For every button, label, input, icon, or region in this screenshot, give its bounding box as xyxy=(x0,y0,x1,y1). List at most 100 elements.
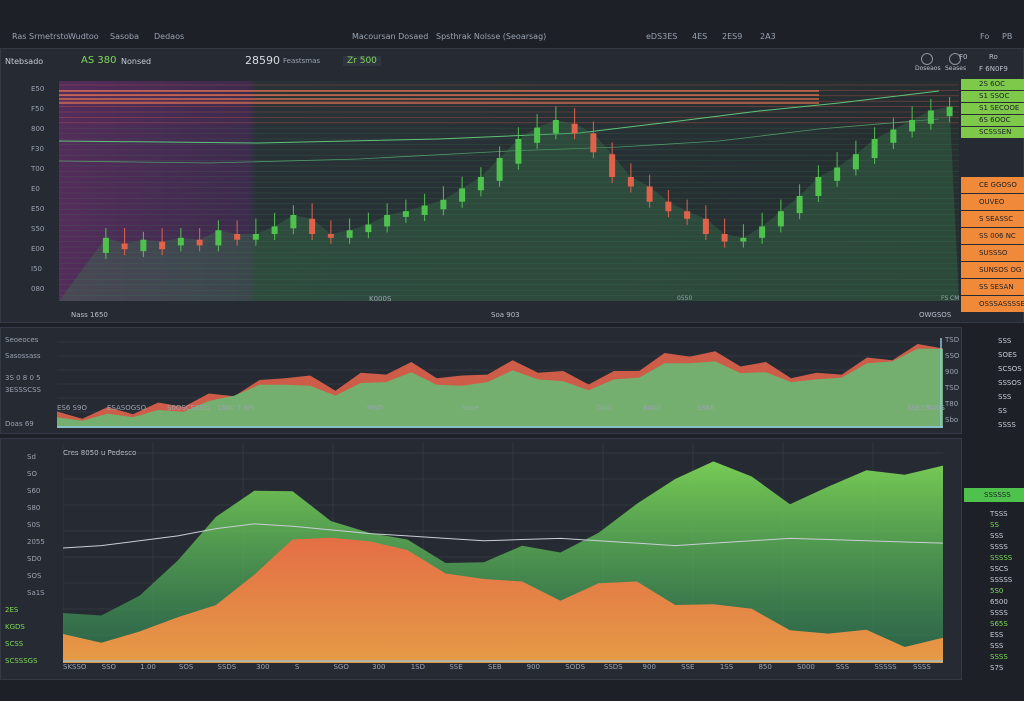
candle[interactable] xyxy=(759,226,766,238)
candle[interactable] xyxy=(402,211,409,217)
button-b[interactable]: Seases xyxy=(945,65,967,72)
candle[interactable] xyxy=(121,243,128,250)
bot-x-label: SOS xyxy=(178,663,194,671)
candle[interactable] xyxy=(890,129,897,143)
candle[interactable] xyxy=(271,226,278,234)
topbar-item[interactable]: Ras Srmetrsto xyxy=(12,31,69,41)
order-book-bid[interactable]: 2S 6OC xyxy=(961,79,1024,90)
topbar-item[interactable]: Wudtoo xyxy=(68,31,99,41)
bot-x-label: SGO xyxy=(333,663,349,671)
order-book-bid[interactable]: SCSSSEN xyxy=(961,127,1024,138)
right-label: Ro xyxy=(989,53,998,61)
mid-side-value: SSS xyxy=(998,337,1012,345)
bot-x-label: SSSSS xyxy=(874,663,897,671)
candle[interactable] xyxy=(384,215,391,227)
candle[interactable] xyxy=(609,154,616,177)
candle[interactable] xyxy=(646,186,653,202)
order-book-ask[interactable]: CE GGOSO xyxy=(961,177,1024,193)
candle[interactable] xyxy=(365,224,372,233)
candle[interactable] xyxy=(177,237,184,246)
bot-x-label: S000 xyxy=(797,663,815,671)
candle[interactable] xyxy=(590,133,597,153)
candle[interactable] xyxy=(871,139,878,158)
topbar-item[interactable]: 4ES xyxy=(692,31,708,41)
area-chart[interactable] xyxy=(63,443,943,663)
candle[interactable] xyxy=(234,234,241,240)
topbar-item[interactable]: eDS3ES xyxy=(646,31,678,41)
candle[interactable] xyxy=(252,234,259,240)
candle[interactable] xyxy=(834,167,841,181)
mid-x-label: SSES5 xyxy=(907,404,930,412)
y-tick-label: E50 xyxy=(31,85,45,93)
topbar-item[interactable]: 2ES9 xyxy=(722,31,743,41)
candle[interactable] xyxy=(196,239,203,246)
candle[interactable] xyxy=(796,196,803,214)
candle[interactable] xyxy=(159,241,166,250)
candle[interactable] xyxy=(496,158,503,181)
order-book-ask[interactable]: OSSSASSSSE xyxy=(961,296,1024,312)
mid-area-series xyxy=(57,348,943,428)
settings-icon[interactable] xyxy=(921,53,933,65)
order-book: 2S 6OC S1 SSOC S1 SECOOE 6S 6OOC SCSSSEN CE G… xyxy=(961,77,1024,322)
mid-x-label: 500S xyxy=(927,404,945,412)
bot-y-label: SD0 xyxy=(27,555,42,563)
candle[interactable] xyxy=(102,237,109,253)
bot-y-axis: Sd SO S60 S80 S0S 2055 SD0 SOS Sa1S 2ES KGDS SCSS SC… xyxy=(5,445,53,675)
topbar-item[interactable]: Spsthrak Nolsse (Seoarsag) xyxy=(436,31,547,41)
candle[interactable] xyxy=(852,154,859,170)
topbar-item[interactable]: Fo xyxy=(980,31,990,41)
candle[interactable] xyxy=(702,218,709,234)
topbar-item[interactable]: Dedaos xyxy=(154,31,185,41)
candle[interactable] xyxy=(684,211,691,219)
order-book-ask[interactable]: SS 006 NC xyxy=(961,228,1024,244)
mid-x-label: Da0 xyxy=(597,404,612,412)
bot-x-label: SODS xyxy=(565,663,586,671)
candle[interactable] xyxy=(665,201,672,212)
topbar-item[interactable]: 2A3 xyxy=(760,31,776,41)
candle[interactable] xyxy=(515,139,522,164)
order-book-ask[interactable]: S SEASSC xyxy=(961,211,1024,227)
mid-x-label: SSKE xyxy=(697,404,715,412)
candle[interactable] xyxy=(571,123,578,134)
mid-x-axis: ES6 S9O ESASOGSO S0OSCSSSO 1080 T 6IS MSO Sas… xyxy=(57,404,945,414)
order-book-bid[interactable]: S1 SECOOE xyxy=(961,103,1024,114)
y-tick-label: E0 xyxy=(31,185,40,193)
right-label: F0 xyxy=(959,53,968,61)
candle[interactable] xyxy=(290,215,297,229)
topbar-item[interactable]: Macoursan Dosaed xyxy=(352,31,429,41)
order-book-ask[interactable]: OUVEO xyxy=(961,194,1024,210)
candle[interactable] xyxy=(946,106,953,117)
candle[interactable] xyxy=(477,177,484,191)
candle[interactable] xyxy=(815,177,822,196)
candle[interactable] xyxy=(215,230,222,246)
bot-y-label: 2055 xyxy=(27,538,45,546)
candle[interactable] xyxy=(927,110,934,124)
topbar-item[interactable]: Sasoba xyxy=(110,31,140,41)
candle[interactable] xyxy=(309,218,316,234)
bot-side-value: 5S0 xyxy=(990,587,1004,595)
order-book-ask[interactable]: SS SESAN xyxy=(961,279,1024,295)
volume-chart[interactable] xyxy=(57,332,943,428)
order-book-ask[interactable]: SUNSOS OG xyxy=(961,262,1024,278)
candlestick-chart[interactable] xyxy=(59,81,959,301)
topbar-item[interactable]: PB xyxy=(1002,31,1013,41)
info-icon[interactable] xyxy=(949,53,961,65)
bot-y-label: S0S xyxy=(27,521,41,529)
candle[interactable] xyxy=(346,230,353,238)
candle[interactable] xyxy=(534,127,541,143)
candle[interactable] xyxy=(777,211,784,227)
candle[interactable] xyxy=(721,234,728,242)
candle[interactable] xyxy=(459,188,466,202)
candle[interactable] xyxy=(327,234,334,238)
candle[interactable] xyxy=(440,199,447,210)
candle[interactable] xyxy=(421,205,428,216)
order-book-bid[interactable]: S1 SSOC xyxy=(961,91,1024,102)
candle[interactable] xyxy=(909,120,916,132)
candle[interactable] xyxy=(627,177,634,187)
candle[interactable] xyxy=(552,120,559,134)
order-book-bid[interactable]: 6S 6OOC xyxy=(961,115,1024,126)
candle[interactable] xyxy=(740,237,747,242)
button-a[interactable]: Doseaos xyxy=(915,65,941,72)
candle[interactable] xyxy=(140,239,147,252)
order-book-ask[interactable]: SUSSSO xyxy=(961,245,1024,261)
